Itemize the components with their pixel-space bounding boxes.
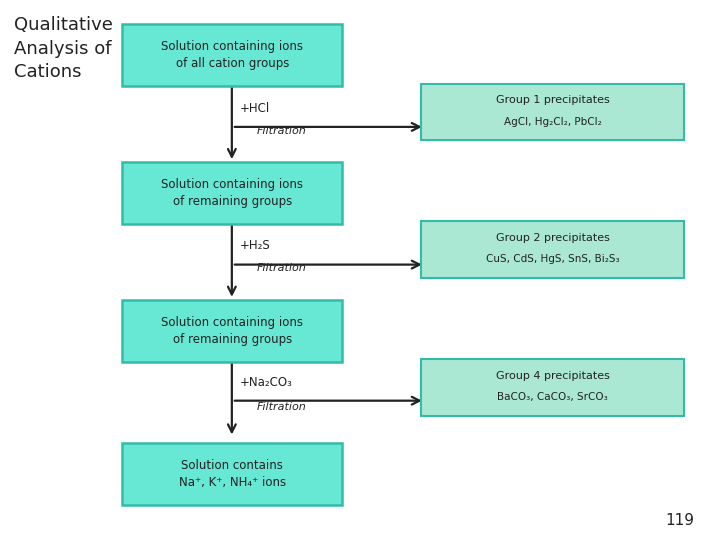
Text: Filtration: Filtration — [256, 264, 306, 273]
Text: Solution contains
Na⁺, K⁺, NH₄⁺ ions: Solution contains Na⁺, K⁺, NH₄⁺ ions — [179, 459, 286, 489]
Text: Group 1 precipitates: Group 1 precipitates — [496, 95, 609, 105]
FancyBboxPatch shape — [421, 221, 684, 278]
Text: Group 4 precipitates: Group 4 precipitates — [495, 370, 610, 381]
FancyBboxPatch shape — [122, 24, 342, 86]
Text: CuS, CdS, HgS, SnS, Bi₂S₃: CuS, CdS, HgS, SnS, Bi₂S₃ — [486, 254, 619, 265]
FancyBboxPatch shape — [122, 300, 342, 362]
Text: Solution containing ions
of all cation groups: Solution containing ions of all cation g… — [161, 40, 303, 70]
Text: Filtration: Filtration — [256, 126, 306, 136]
Text: Solution containing ions
of remaining groups: Solution containing ions of remaining gr… — [161, 316, 303, 346]
FancyBboxPatch shape — [122, 162, 342, 224]
FancyBboxPatch shape — [122, 443, 342, 505]
Text: Solution containing ions
of remaining groups: Solution containing ions of remaining gr… — [161, 178, 303, 208]
Text: Group 2 precipitates: Group 2 precipitates — [495, 233, 610, 243]
Text: Qualitative
Analysis of
Cations: Qualitative Analysis of Cations — [14, 16, 113, 82]
FancyBboxPatch shape — [421, 84, 684, 140]
Text: AgCl, Hg₂Cl₂, PbCl₂: AgCl, Hg₂Cl₂, PbCl₂ — [504, 117, 601, 127]
Text: +HCl: +HCl — [240, 102, 270, 114]
Text: BaCO₃, CaCO₃, SrCO₃: BaCO₃, CaCO₃, SrCO₃ — [498, 392, 608, 402]
Text: 119: 119 — [666, 513, 695, 528]
Text: Filtration: Filtration — [256, 402, 306, 411]
Text: +H₂S: +H₂S — [240, 239, 271, 252]
FancyBboxPatch shape — [421, 359, 684, 416]
Text: +Na₂CO₃: +Na₂CO₃ — [240, 376, 292, 389]
